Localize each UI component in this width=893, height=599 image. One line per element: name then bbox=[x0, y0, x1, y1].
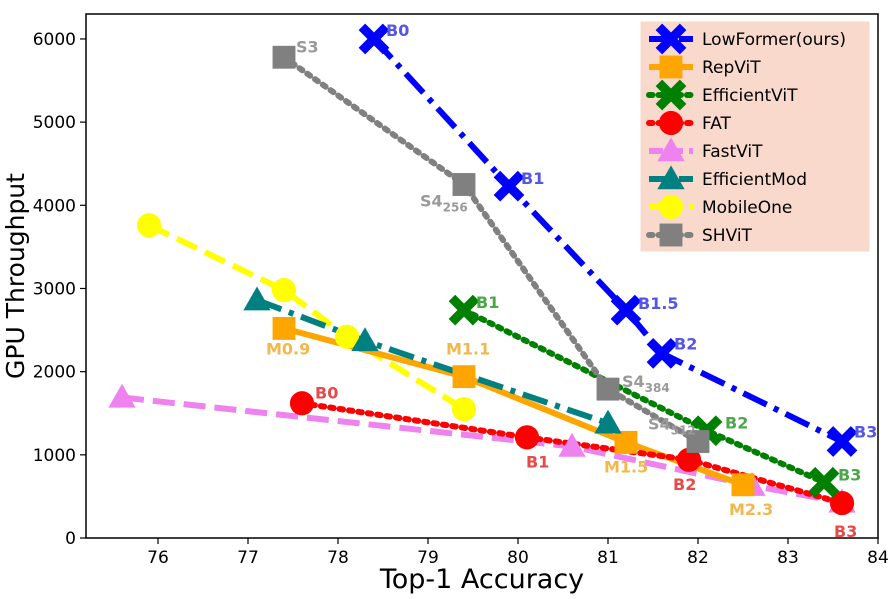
point-label: M2.3 bbox=[729, 500, 773, 519]
series-line bbox=[371, 36, 844, 445]
x-tick-label: 82 bbox=[687, 548, 709, 568]
x-axis-label: Top-1 Accuracy bbox=[379, 564, 584, 595]
y-tick-label: 2000 bbox=[33, 363, 76, 383]
x-tick-label: 78 bbox=[327, 548, 349, 568]
data-point bbox=[676, 447, 702, 472]
data-point bbox=[829, 490, 855, 516]
legend-marker bbox=[659, 223, 683, 247]
data-point bbox=[272, 45, 296, 69]
point-label: B1 bbox=[521, 169, 544, 188]
point-label: M1.1 bbox=[446, 340, 490, 359]
data-point bbox=[358, 23, 390, 55]
point-label: M0.9 bbox=[266, 339, 310, 358]
series-line bbox=[121, 394, 843, 506]
point-label: B1 bbox=[526, 452, 549, 471]
point-label: M1.5 bbox=[604, 457, 648, 476]
legend-label: FAT bbox=[702, 114, 732, 134]
legend-label: RepViT bbox=[702, 58, 761, 78]
y-tick-label: 0 bbox=[65, 529, 76, 549]
data-point bbox=[594, 409, 622, 434]
legend-label: EfficientViT bbox=[702, 86, 798, 106]
x-tick-label: 76 bbox=[147, 548, 169, 568]
data-point bbox=[108, 383, 136, 408]
legend-marker bbox=[659, 55, 683, 79]
data-point bbox=[808, 466, 840, 498]
legend-marker bbox=[657, 165, 685, 190]
point-label: S3 bbox=[296, 37, 319, 56]
legend-label: MobileOne bbox=[702, 198, 792, 218]
point-labels: B0 B1 B1.5 B2 B3 M0.9 M1.1 M1.5 M2.3 B1 B2 B3 B0 B1 B2… bbox=[266, 21, 877, 541]
point-label: B0 bbox=[315, 383, 338, 402]
data-point bbox=[686, 430, 710, 453]
point-label: B1 bbox=[476, 293, 499, 312]
data-point bbox=[448, 294, 480, 326]
x-tick-label: 77 bbox=[237, 548, 259, 568]
series-line bbox=[299, 400, 845, 507]
y-tick-label: 1000 bbox=[33, 446, 76, 466]
point-label: S4512 bbox=[648, 415, 696, 438]
data-point bbox=[289, 391, 315, 416]
y-tick-label: 6000 bbox=[33, 30, 76, 50]
data-point bbox=[351, 327, 379, 352]
legend-label: LowFormer(ours) bbox=[702, 30, 846, 50]
data-point bbox=[493, 170, 525, 202]
x-tick-label: 81 bbox=[597, 548, 619, 568]
series-line bbox=[147, 222, 466, 412]
point-label: B3 bbox=[838, 465, 861, 484]
data-point bbox=[646, 337, 678, 369]
x-tick-label: 84 bbox=[867, 548, 889, 568]
data-point bbox=[272, 316, 296, 340]
data-point bbox=[452, 365, 476, 389]
data-point bbox=[271, 278, 297, 303]
legend-marker bbox=[657, 137, 685, 162]
series-markers bbox=[108, 23, 858, 516]
data-point bbox=[614, 430, 638, 454]
data-point bbox=[243, 286, 271, 311]
data-point bbox=[452, 173, 476, 196]
x-tick-label: 83 bbox=[777, 548, 799, 568]
x-tick-label: 79 bbox=[417, 548, 439, 568]
data-point bbox=[558, 432, 586, 457]
y-tick-label: 5000 bbox=[33, 113, 76, 133]
x-tick-label: 80 bbox=[507, 548, 529, 568]
point-label: B3 bbox=[854, 423, 877, 442]
legend-marker bbox=[658, 194, 684, 220]
point-label: B2 bbox=[725, 414, 748, 433]
data-point bbox=[596, 377, 620, 401]
point-label: B2 bbox=[674, 334, 697, 353]
data-point bbox=[514, 425, 540, 450]
data-point bbox=[136, 213, 162, 238]
point-label: B3 bbox=[834, 522, 857, 541]
point-label: B2 bbox=[673, 475, 696, 494]
legend-marker bbox=[658, 110, 684, 136]
series-line bbox=[281, 54, 701, 445]
legend-label: EfficientMod bbox=[702, 170, 807, 190]
legend-marker bbox=[655, 23, 687, 55]
y-tick-label: 4000 bbox=[33, 196, 76, 216]
data-point bbox=[731, 473, 755, 497]
legend-marker bbox=[655, 79, 687, 111]
legend-label: SHViT bbox=[702, 226, 753, 246]
data-point bbox=[826, 426, 858, 457]
legend: LowFormer(ours) RepViT EfficientViT FAT Fast… bbox=[640, 21, 870, 252]
y-axis-label: GPU Throughput bbox=[1, 173, 30, 379]
data-point bbox=[610, 294, 642, 326]
point-label: B1.5 bbox=[638, 294, 679, 313]
point-label: B0 bbox=[386, 21, 409, 40]
plot-frame bbox=[85, 13, 879, 539]
data-point bbox=[451, 396, 477, 422]
legend-label: FastViT bbox=[702, 142, 763, 162]
data-point bbox=[334, 324, 360, 349]
y-tick-label: 3000 bbox=[33, 279, 76, 299]
axis-ticks: 76 77 78 79 80 81 82 83 84 0 1000 2000 3000 4000 5000 6… bbox=[33, 30, 889, 568]
